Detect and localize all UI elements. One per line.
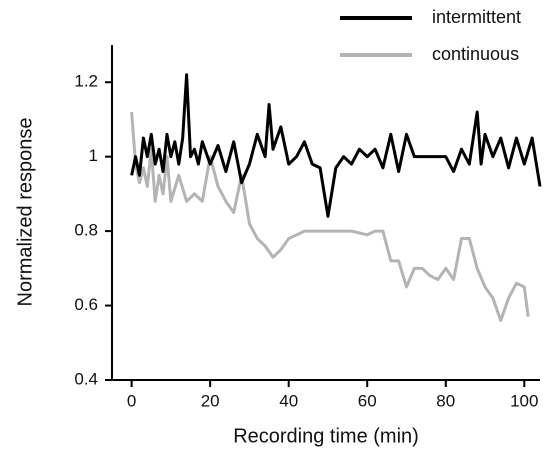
x-axis-label: Recording time (min): [233, 425, 419, 447]
x-tick-label: 100: [510, 391, 538, 410]
x-tick-label: 20: [201, 391, 220, 410]
x-tick-label: 0: [127, 391, 136, 410]
x-tick-label: 40: [279, 391, 298, 410]
y-tick-label: 0.6: [74, 295, 98, 314]
x-tick-label: 80: [436, 391, 455, 410]
y-tick-label: 0.8: [74, 221, 98, 240]
y-tick-label: 0.4: [74, 369, 98, 388]
y-tick-label: 1.2: [74, 72, 98, 91]
data-line: [130, 73, 542, 218]
legend-label: intermittent: [432, 7, 521, 27]
x-tick-label: 60: [358, 391, 377, 410]
data-line: [130, 111, 530, 322]
y-tick-label: 1: [89, 146, 98, 165]
legend-label: continuous: [432, 44, 519, 64]
y-axis-label: Normalized response: [14, 118, 36, 307]
